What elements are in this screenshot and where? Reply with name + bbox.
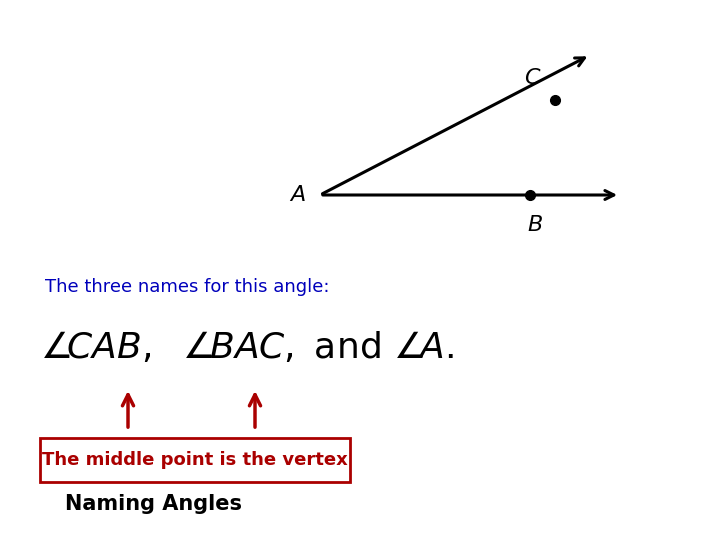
- Text: $\angle\!CAB,$  $\angle\!BAC,$ and $\angle\!A.$: $\angle\!CAB,$ $\angle\!BAC,$ and $\angl…: [40, 330, 454, 365]
- Text: The middle point is the vertex: The middle point is the vertex: [42, 451, 348, 469]
- Text: A: A: [289, 185, 305, 205]
- Bar: [40, 438, 350, 482]
- Text: Naming Angles: Naming Angles: [65, 494, 242, 514]
- Text: C: C: [524, 68, 540, 88]
- Text: B: B: [527, 215, 543, 235]
- Text: The three names for this angle:: The three names for this angle:: [45, 278, 330, 296]
